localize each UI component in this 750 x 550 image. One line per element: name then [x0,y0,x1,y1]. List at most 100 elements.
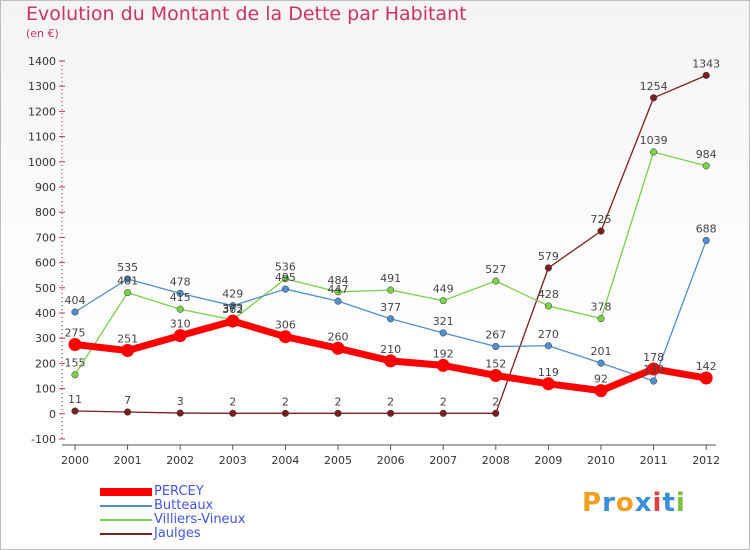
data-point [439,409,447,417]
data-label: 527 [485,263,506,276]
data-label: 415 [170,291,191,304]
legend-label: Jaulges [154,526,201,541]
legend-item: Villiers-Vineux [100,513,246,527]
data-label: 536 [275,261,296,274]
data-label: 1254 [640,80,668,93]
y-tick-label: 1300 [28,80,56,93]
data-point [650,94,658,102]
data-point [176,289,184,297]
data-label: 377 [380,301,401,314]
data-point [650,148,658,156]
logo-letter: x [634,488,653,518]
y-tick-label: 600 [35,257,56,270]
data-label: 130 [643,363,664,376]
x-tick-label: 2006 [377,454,405,467]
logo-letter: t [662,488,676,518]
data-point [439,329,447,337]
data-label: 491 [380,272,401,285]
data-point [492,342,500,351]
data-point [597,227,605,235]
data-label: 362 [222,303,243,316]
axes: -100 0 100 200 300 400 500 600 700 800 900 1000 1100… [28,55,720,467]
legend: PERCEY Butteaux Villiers-Vineux Jaulges [100,485,246,541]
data-label: 152 [485,357,506,370]
data-label: 201 [591,345,612,358]
data-label: 373 [222,302,243,315]
x-tick-label: 2004 [271,454,299,467]
data-label: 92 [594,373,608,386]
data-label: 1039 [640,134,668,147]
data-label: 155 [65,357,86,370]
data-point [384,354,398,368]
data-label: 306 [275,319,296,332]
data-point [334,297,342,305]
data-point [489,368,503,382]
data-point [544,342,552,350]
legend-item: Jaulges [100,527,246,541]
legend-item: Butteaux [100,499,246,513]
y-tick-label: 1100 [28,131,56,144]
data-point [492,277,500,285]
data-point [71,371,79,379]
data-point [702,162,710,170]
data-point [702,236,710,244]
data-label: 495 [275,271,296,284]
data-point [594,384,608,398]
data-point [173,329,187,343]
data-label: 142 [696,360,717,373]
data-point [176,305,184,313]
data-label: 428 [538,288,559,301]
data-point [281,275,289,283]
data-point [387,286,395,294]
data-label: 378 [591,301,612,314]
x-tick-label: 2007 [429,454,457,467]
x-tick-label: 2001 [114,454,142,467]
legend-item: PERCEY [100,485,246,499]
y-tick-label: 900 [35,181,56,194]
logo-letter: o [615,488,635,518]
chart-subtitle: (en €) [26,27,59,40]
logo-letter: i [652,488,663,518]
logo-letter: P [582,488,603,518]
legend-label: Butteaux [154,498,214,513]
data-label: 321 [433,315,454,328]
data-label: 725 [591,213,612,226]
data-point [334,288,342,296]
data-label: 251 [117,333,138,346]
data-label: 449 [433,283,454,296]
data-point [331,341,345,355]
data-label: 478 [170,275,191,288]
x-tick-label: 2008 [482,454,510,467]
data-label: 429 [222,288,243,301]
data-point [229,409,237,417]
data-point [699,371,713,385]
x-tick-label: 2011 [640,454,668,467]
data-point [647,362,661,376]
data-label: 688 [696,222,717,235]
data-point [492,409,500,417]
data-label: 2 [229,395,236,408]
data-label: 404 [65,294,86,307]
data-point [334,409,342,417]
data-point [281,285,289,293]
y-tick-label: 100 [35,383,56,396]
legend-label: PERCEY [154,484,204,499]
data-point [650,377,658,385]
data-label: 481 [117,275,138,288]
data-point [541,377,555,391]
data-point [436,358,450,372]
data-label: 11 [68,393,82,406]
data-point [387,409,395,417]
series-lines [68,71,713,417]
data-point [71,407,79,415]
data-point [597,314,605,323]
data-label: 535 [117,261,138,274]
x-tick-label: 2000 [61,454,89,467]
data-point [124,289,132,297]
data-label: 484 [328,274,349,287]
data-label: 984 [696,148,717,161]
data-point [702,71,710,79]
legend-swatch [100,488,152,496]
data-label: 310 [170,318,191,331]
